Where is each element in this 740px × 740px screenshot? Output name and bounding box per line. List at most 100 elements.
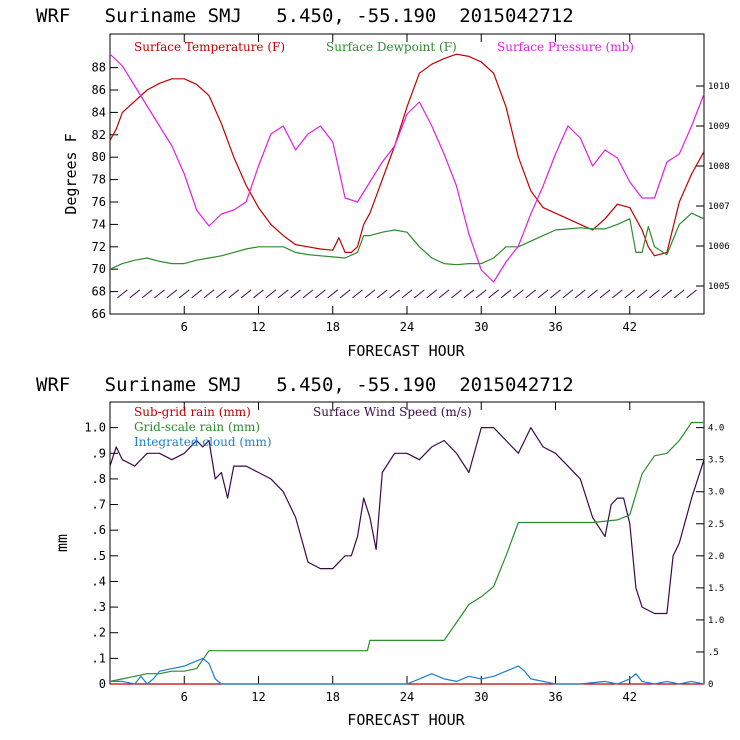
temperature-pressure-panel: WRF Suriname SMJ 5.450, -55.190 20150427…	[36, 5, 730, 360]
x-tick-label: 36	[548, 320, 562, 334]
x-tick-label: 30	[474, 320, 488, 334]
y-tick-label: 72	[92, 240, 106, 254]
y-tick-label: .8	[92, 472, 106, 486]
wind-barb	[265, 289, 277, 299]
y2-tick-label: 1008	[708, 162, 730, 172]
wind-barb	[376, 289, 388, 299]
y-tick-label: 68	[92, 285, 106, 299]
wind-barb	[352, 289, 363, 299]
y2-tick-label: 1007	[708, 202, 730, 212]
wind-barb	[463, 289, 475, 299]
wind-barb	[525, 289, 537, 299]
x-tick-label: 30	[474, 690, 488, 704]
wind-barb	[500, 289, 512, 299]
y-tick-label: .5	[92, 549, 106, 563]
x-tick-label: 18	[326, 690, 340, 704]
y2-tick-label: 2.5	[708, 520, 724, 530]
wind-barb	[475, 289, 487, 299]
wind-barb	[401, 289, 413, 299]
y-tick-label: 86	[92, 83, 106, 97]
y-tick-label: 66	[92, 307, 106, 321]
y2-tick-label: 1.0	[708, 616, 724, 626]
wind-barb	[216, 289, 227, 299]
wind-barb	[513, 289, 524, 299]
wind-barb	[426, 289, 438, 299]
y2-tick-label: 0	[708, 680, 713, 690]
legend-surface-temperature: Surface Temperature (F)	[134, 40, 285, 54]
wind-barb	[315, 289, 326, 299]
wind-barb	[414, 289, 425, 299]
wind-barb	[673, 289, 685, 299]
wind-barb	[166, 289, 178, 299]
wind-barb	[364, 289, 376, 299]
surface-wind-speed-m-s-line	[109, 427, 705, 615]
y-tick-label: 82	[92, 128, 106, 142]
y-tick-label: 1.0	[84, 421, 106, 435]
wind-barb	[587, 289, 598, 299]
y2-tick-label: 1009	[708, 122, 730, 132]
panel1-y-axis-label: Degrees F	[62, 133, 80, 214]
panel2-x-axis-label: FORECAST HOUR	[347, 711, 465, 729]
panel1-ticks: 6 12 18 24 30 36 42 66 68 70 72 74 76 78 80 82 84 86 88 100…	[92, 34, 730, 334]
integrated-cloud-mm-line	[110, 657, 705, 685]
wind-barb	[649, 289, 660, 299]
y-tick-label: .6	[92, 523, 106, 537]
x-tick-label: 42	[623, 690, 637, 704]
wind-barb	[302, 289, 314, 299]
panel1-series	[109, 53, 705, 283]
panel2-title: WRF Suriname SMJ 5.450, -55.190 20150427…	[36, 374, 574, 396]
wind-barb	[612, 289, 623, 299]
y2-tick-label: 3.5	[708, 456, 724, 466]
y-tick-label: 84	[92, 105, 106, 119]
wind-barb	[661, 289, 673, 299]
precipitation-wind-panel: WRF Suriname SMJ 5.450, -55.190 20150427…	[36, 374, 724, 729]
y-tick-label: 76	[92, 195, 106, 209]
legend-integrated-cloud: Integrated cloud (mm)	[134, 435, 272, 449]
wind-barb	[253, 289, 264, 299]
grid-scale-rain-mm-line	[109, 421, 704, 682]
wind-barb	[154, 289, 165, 299]
x-tick-label: 24	[400, 320, 414, 334]
wind-barb	[277, 289, 289, 299]
y2-tick-label: 1006	[708, 242, 730, 252]
y-tick-label: 74	[92, 217, 106, 231]
panel1-title: WRF Suriname SMJ 5.450, -55.190 20150427…	[36, 5, 574, 27]
wind-barb	[488, 289, 499, 299]
y-tick-label: .4	[92, 574, 106, 588]
legend-surface-wind-speed: Surface Wind Speed (m/s)	[313, 405, 472, 419]
wind-barb	[339, 289, 351, 299]
panel2-y-axis-label: mm	[53, 534, 71, 552]
surface-dewpoint-f-line	[109, 212, 705, 270]
y2-tick-label: .5	[708, 648, 719, 658]
wind-barb	[191, 289, 202, 299]
wind-barb	[327, 289, 339, 299]
wind-barb	[624, 289, 636, 299]
x-tick-label: 12	[251, 320, 265, 334]
wind-barb	[574, 289, 586, 299]
wind-barb	[686, 289, 697, 299]
wind-barb	[203, 289, 215, 299]
wind-barb	[550, 289, 561, 299]
surface-temperature-f-line	[109, 53, 705, 257]
y-tick-label: 78	[92, 173, 106, 187]
y-tick-label: .7	[92, 498, 106, 512]
y-tick-label: 70	[92, 262, 106, 276]
x-tick-label: 42	[623, 320, 637, 334]
wind-barb-row	[117, 289, 697, 299]
wind-barb	[451, 289, 462, 299]
y2-tick-label: 1005	[708, 282, 730, 292]
wind-barb	[599, 289, 611, 299]
wind-barb	[636, 289, 648, 299]
y-tick-label: .9	[92, 446, 106, 460]
legend-surface-dewpoint: Surface Dewpoint (F)	[326, 40, 457, 54]
panel1-x-axis-label: FORECAST HOUR	[347, 342, 465, 360]
wind-barb	[117, 289, 128, 299]
y-tick-label: .2	[92, 626, 106, 640]
surface-pressure-mb-line	[109, 53, 705, 283]
x-tick-label: 12	[251, 690, 265, 704]
y2-tick-label: 1010	[708, 82, 730, 92]
wind-barb	[389, 289, 400, 299]
x-tick-label: 6	[181, 690, 188, 704]
y2-tick-label: 1.5	[708, 584, 724, 594]
